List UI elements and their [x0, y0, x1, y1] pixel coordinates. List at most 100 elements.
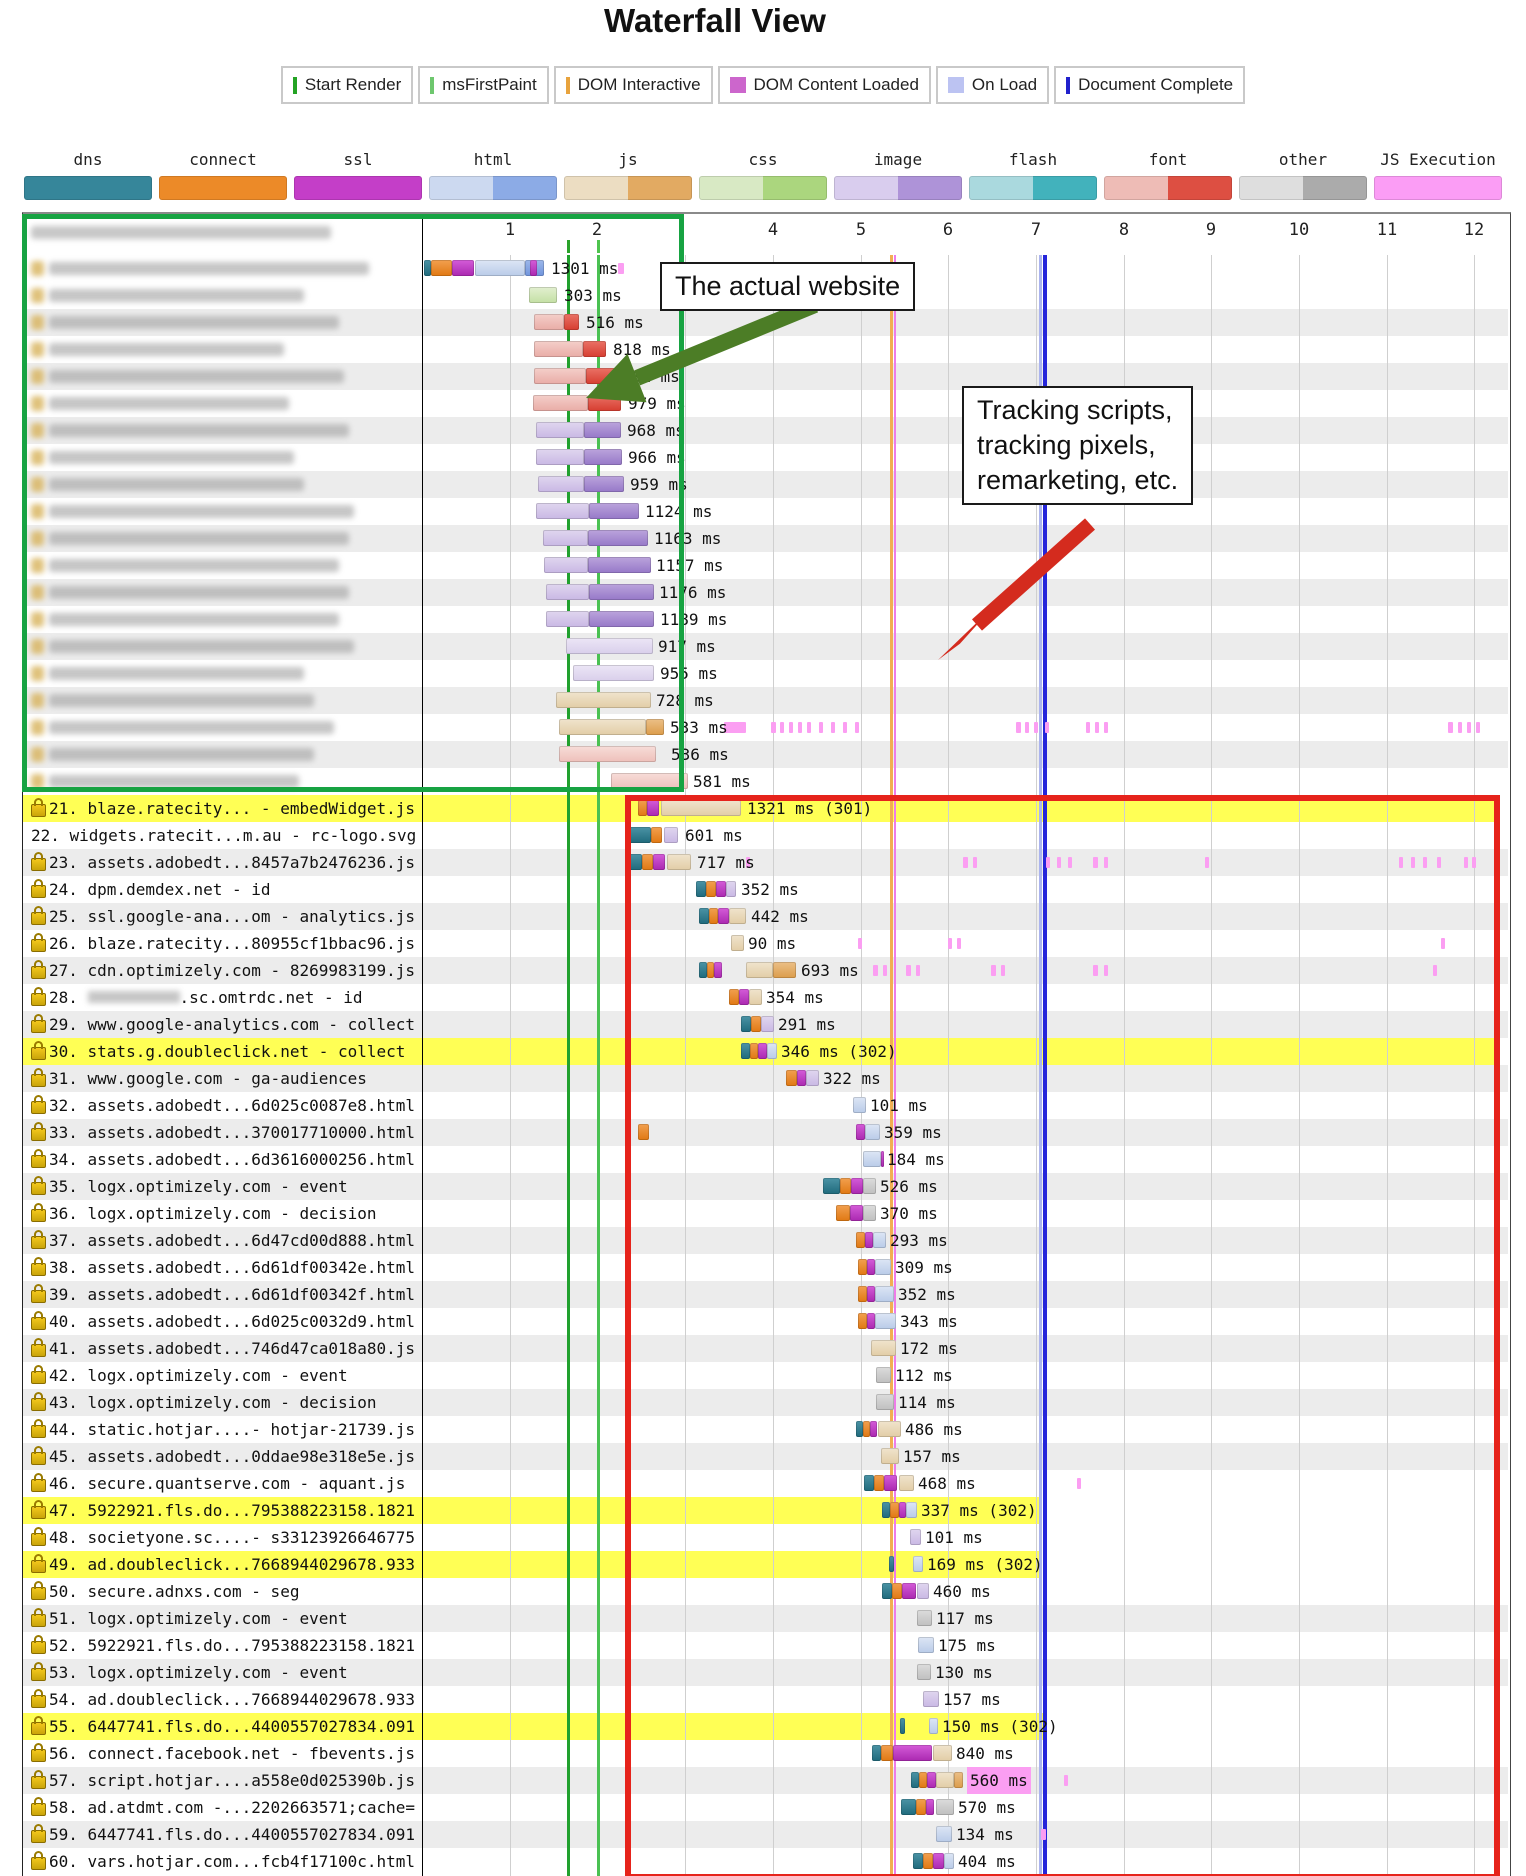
request-row-10[interactable]: 1124 ms	[23, 498, 1508, 525]
request-row-38[interactable]: 38. assets.adobedt...6d61df00342e.html 30…	[23, 1254, 1508, 1281]
request-timing-value: 1163 ms	[654, 529, 722, 548]
js-execution-mark	[1205, 857, 1209, 868]
request-row-25[interactable]: 25. ssl.google-ana...om - analytics.js 44…	[23, 903, 1508, 930]
request-row-39[interactable]: 39. assets.adobedt...6d61df00342f.html 35…	[23, 1281, 1508, 1308]
request-row-56[interactable]: 56. connect.facebook.net - fbevents.js 84…	[23, 1740, 1508, 1767]
request-row-30[interactable]: 30. stats.g.doubleclick.net - collect 346…	[23, 1038, 1508, 1065]
request-row-54[interactable]: 54. ad.doubleclick...7668944029678.933 15…	[23, 1686, 1508, 1713]
row-background	[23, 1200, 1508, 1227]
request-timing-value: 175 ms	[938, 1636, 996, 1655]
request-row-51[interactable]: 51. logx.optimizely.com - event 117 ms	[23, 1605, 1508, 1632]
request-row-24[interactable]: 24. dpm.demdex.net - id 352 ms	[23, 876, 1508, 903]
js-execution-mark	[1093, 857, 1098, 868]
https-lock-icon	[31, 1797, 46, 1816]
request-row-16[interactable]: 955 ms	[23, 660, 1508, 687]
request-row-32[interactable]: 32. assets.adobedt...6d025c0087e8.html 10…	[23, 1092, 1508, 1119]
request-bar-segment-ssl	[870, 1421, 877, 1437]
msfirstpaint-marker-icon	[430, 76, 435, 94]
request-row-35[interactable]: 35. logx.optimizely.com - event 526 ms	[23, 1173, 1508, 1200]
request-row-41[interactable]: 41. assets.adobedt...746d47ca018a80.js 17…	[23, 1335, 1508, 1362]
request-row-37[interactable]: 37. assets.adobedt...6d47cd00d888.html 29…	[23, 1227, 1508, 1254]
request-row-33[interactable]: 33. assets.adobedt...370017710000.html 35…	[23, 1119, 1508, 1146]
request-row-42[interactable]: 42. logx.optimizely.com - event 112 ms	[23, 1362, 1508, 1389]
js-execution-mark	[1093, 965, 1098, 976]
callout-tracking-scripts: Tracking scripts, tracking pixels, remar…	[962, 386, 1194, 506]
https-lock-icon	[31, 1068, 46, 1087]
https-lock-icon	[31, 1527, 46, 1546]
request-row-45[interactable]: 45. assets.adobedt...0ddae98e318e5e.js 15…	[23, 1443, 1508, 1470]
document-complete-line	[1043, 255, 1047, 1876]
request-row-4[interactable]: 818 ms	[23, 336, 1508, 363]
request-row-34[interactable]: 34. assets.adobedt...6d3616000256.html 18…	[23, 1146, 1508, 1173]
request-row-55[interactable]: 55. 6447741.fls.do...4400557027834.091 15…	[23, 1713, 1508, 1740]
request-row-40[interactable]: 40. assets.adobedt...6d025c0032d9.html 34…	[23, 1308, 1508, 1335]
request-row-48[interactable]: 48. societyone.sc....- s33123926646775 10…	[23, 1524, 1508, 1551]
request-row-22[interactable]: 22. widgets.ratecit...m.au - rc-logo.svg…	[23, 822, 1508, 849]
request-row-11[interactable]: 1163 ms	[23, 525, 1508, 552]
request-bar-segment-othL	[863, 1178, 876, 1194]
request-row-5[interactable]: 901 ms	[23, 363, 1508, 390]
request-row-50[interactable]: 50. secure.adnxs.com - seg 460 ms	[23, 1578, 1508, 1605]
request-row-29[interactable]: 29. www.google-analytics.com - collect 29…	[23, 1011, 1508, 1038]
https-lock-icon	[31, 1176, 46, 1195]
request-row-26[interactable]: 26. blaze.ratecity...80955cf1bbac96.js 90…	[23, 930, 1508, 957]
request-row-1[interactable]: 1301 ms	[23, 255, 1508, 282]
request-bar-segment-conn	[638, 800, 647, 816]
request-bar-segment-othL	[917, 1664, 931, 1680]
request-row-8[interactable]: 966 ms	[23, 444, 1508, 471]
request-row-52[interactable]: 52. 5922921.fls.do...795388223158.1821 17…	[23, 1632, 1508, 1659]
request-row-18[interactable]: 533 ms	[23, 714, 1508, 741]
row-background	[23, 1362, 1508, 1389]
request-row-21[interactable]: 21. blaze.ratecity... - embedWidget.js 13…	[23, 795, 1508, 822]
blurred-request-label	[49, 289, 304, 302]
request-row-43[interactable]: 43. logx.optimizely.com - decision 114 ms	[23, 1389, 1508, 1416]
request-label: 42. logx.optimizely.com - event	[49, 1366, 348, 1385]
request-row-2[interactable]: 303 ms	[23, 282, 1508, 309]
row-background	[23, 1821, 1508, 1848]
js-execution-mark	[1001, 965, 1005, 976]
request-row-7[interactable]: 968 ms	[23, 417, 1508, 444]
request-row-12[interactable]: 1157 ms	[23, 552, 1508, 579]
request-row-9[interactable]: 959 ms	[23, 471, 1508, 498]
request-row-31[interactable]: 31. www.google.com - ga-audiences 322 ms	[23, 1065, 1508, 1092]
request-row-49[interactable]: 49. ad.doubleclick...7668944029678.933 16…	[23, 1551, 1508, 1578]
request-row-60[interactable]: 60. vars.hotjar.com...fcb4f17100c.html 40…	[23, 1848, 1508, 1875]
request-timing-value: 818 ms	[613, 340, 671, 359]
request-bar-segment-dns	[882, 1583, 892, 1599]
request-row-53[interactable]: 53. logx.optimizely.com - event 130 ms	[23, 1659, 1508, 1686]
request-row-6[interactable]: 979 ms	[23, 390, 1508, 417]
request-bar-segment-htmlL	[875, 1259, 891, 1275]
request-row-28[interactable]: 28. .sc.omtrdc.net - id 354 ms	[23, 984, 1508, 1011]
request-row-23[interactable]: 23. assets.adobedt...8457a7b2476236.js 71…	[23, 849, 1508, 876]
request-timing-value: 352 ms	[741, 880, 799, 899]
js-execution-mark	[1034, 722, 1038, 733]
request-row-17[interactable]: 728 ms	[23, 687, 1508, 714]
request-row-57[interactable]: 57. script.hotjar....a558e0d025390b.js 56…	[23, 1767, 1508, 1794]
request-row-19[interactable]: 536 ms	[23, 741, 1508, 768]
js-execution-mark	[724, 722, 746, 733]
request-row-47[interactable]: 47. 5922921.fls.do...795388223158.1821 33…	[23, 1497, 1508, 1524]
request-row-20[interactable]: 581 ms	[23, 768, 1508, 795]
request-row-58[interactable]: 58. ad.atdmt.com -...2202663571;cache= 57…	[23, 1794, 1508, 1821]
request-row-15[interactable]: 917 ms	[23, 633, 1508, 660]
request-row-46[interactable]: 46. secure.quantserve.com - aquant.js 468…	[23, 1470, 1508, 1497]
https-lock-icon	[31, 1635, 46, 1654]
blurred-request-label	[49, 316, 339, 329]
dom-content-loaded-line	[894, 255, 896, 1876]
request-row-27[interactable]: 27. cdn.optimizely.com - 8269983199.js 69…	[23, 957, 1508, 984]
request-row-14[interactable]: 1189 ms	[23, 606, 1508, 633]
request-row-13[interactable]: 1176 ms	[23, 579, 1508, 606]
request-timing-value: 322 ms	[823, 1069, 881, 1088]
request-row-59[interactable]: 59. 6447741.fls.do...4400557027834.091 13…	[23, 1821, 1508, 1848]
start-render-marker-icon	[292, 76, 297, 94]
request-row-3[interactable]: 516 ms	[23, 309, 1508, 336]
request-bar-segment-dns	[424, 260, 431, 276]
request-bar-segment-imgD	[589, 611, 654, 627]
request-timing-value: 359 ms	[884, 1123, 942, 1142]
js-execution-mark	[1104, 857, 1108, 868]
request-bar-segment-imgL	[536, 503, 589, 519]
request-row-36[interactable]: 36. logx.optimizely.com - decision 370 ms	[23, 1200, 1508, 1227]
axis-tick-label: 6	[942, 220, 954, 240]
request-row-44[interactable]: 44. static.hotjar....- hotjar-21739.js 48…	[23, 1416, 1508, 1443]
request-label: 48. societyone.sc....- s33123926646775	[49, 1528, 416, 1547]
